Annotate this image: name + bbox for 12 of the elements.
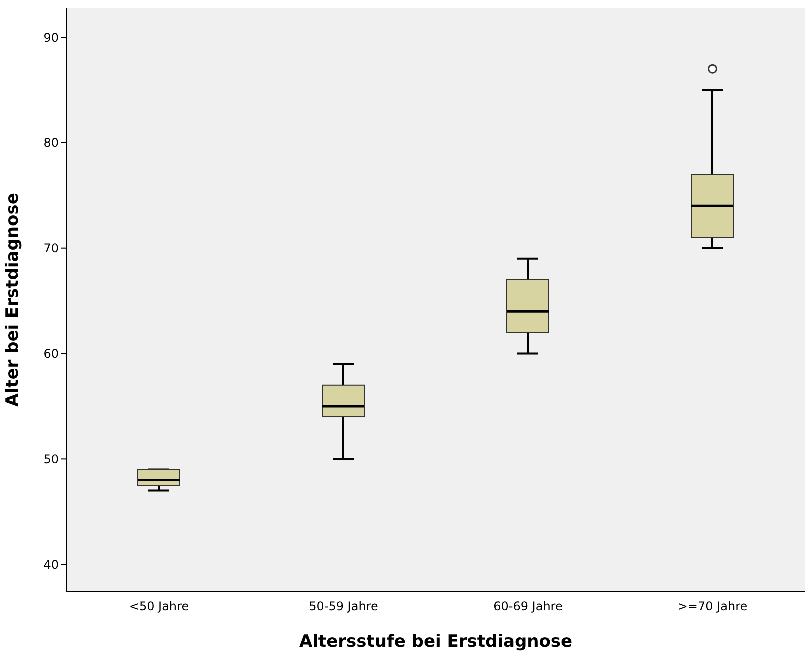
x-tick-label: >=70 Jahre — [678, 600, 748, 614]
y-tick-label: 50 — [44, 452, 59, 466]
y-tick-label: 80 — [44, 136, 59, 150]
x-axis-title: Altersstufe bei Erstdiagnose — [299, 632, 573, 652]
y-tick-label: 60 — [44, 347, 59, 362]
y-tick-label: 70 — [44, 242, 59, 256]
y-tick-label: 90 — [44, 30, 59, 45]
x-tick-label: <50 Jahre — [129, 600, 190, 614]
x-tick-label: 60-69 Jahre — [494, 600, 563, 614]
y-tick-label: 40 — [44, 558, 59, 572]
y-axis-title: Alter bei Erstdiagnose — [3, 193, 24, 407]
x-tick-label: 50-59 Jahre — [309, 600, 378, 614]
